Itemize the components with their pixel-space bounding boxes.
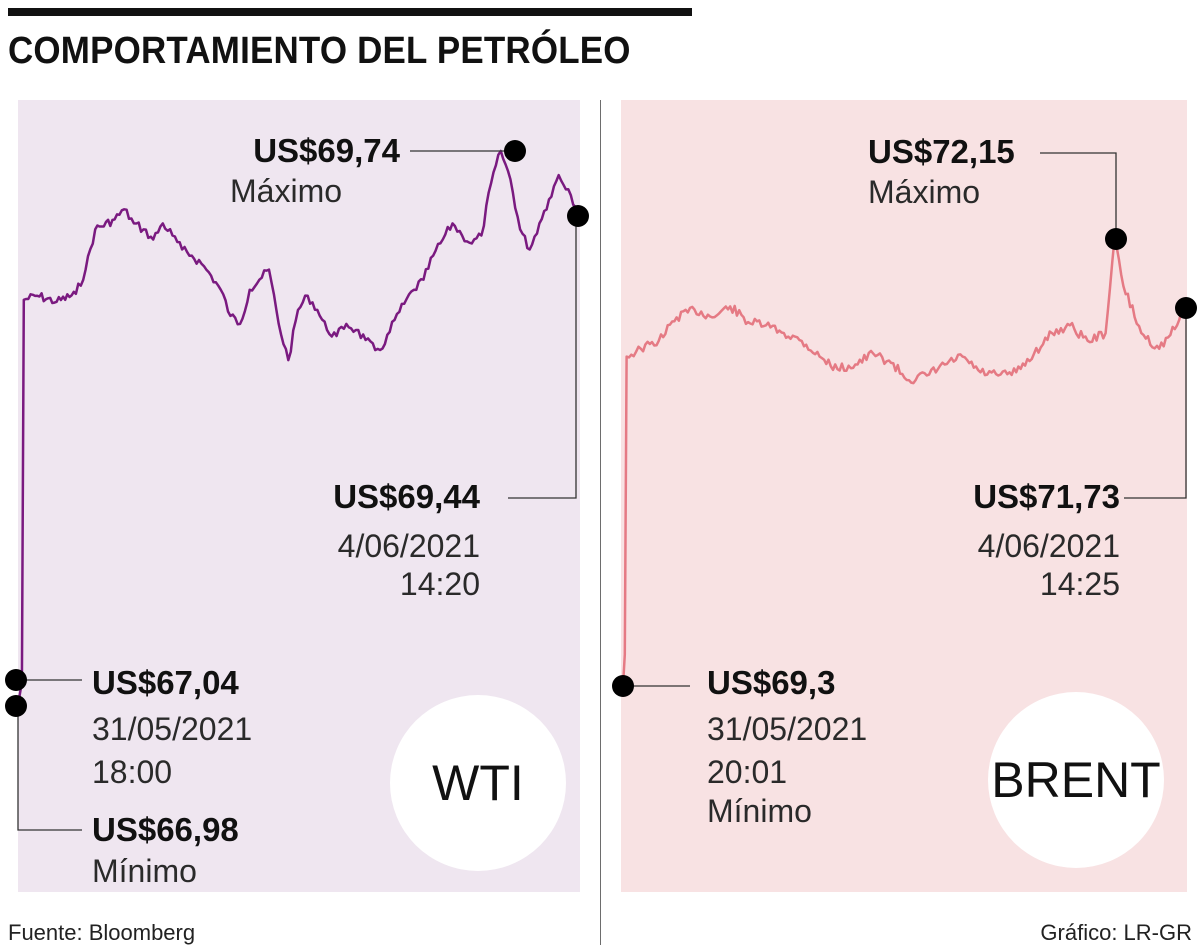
brent-first-date: 31/05/2021: [707, 711, 868, 747]
brent-max-marker: [1105, 228, 1127, 250]
brent-badge-label: BRENT: [991, 752, 1160, 808]
wti-min-value: US$66,98: [92, 811, 239, 848]
wti-panel: WTI: [5, 100, 589, 892]
brent-panel: BRENT: [612, 100, 1197, 892]
wti-badge-label: WTI: [432, 755, 524, 811]
wti-first-time: 18:00: [92, 754, 173, 790]
wti-badge: [390, 695, 566, 871]
panel-divider: [600, 100, 601, 945]
brent-min-label: Mínimo: [707, 793, 812, 829]
wti-last-marker: [567, 205, 589, 227]
brent-max-leader: [1040, 152, 1117, 239]
brent-first-marker: [612, 675, 634, 697]
wti-series-line: [16, 149, 580, 707]
brent-badge: [988, 692, 1164, 868]
wti-min-leader: [17, 706, 82, 831]
brent-last-time: 14:25: [1039, 566, 1120, 602]
wti-first-marker: [5, 669, 27, 691]
wti-max-marker: [504, 140, 526, 162]
header-rule: [8, 8, 692, 16]
brent-last-value: US$71,73: [973, 478, 1120, 515]
wti-max-label: Máximo: [230, 173, 343, 209]
brent-last-leader: [1124, 308, 1187, 499]
wti-first-value: US$67,04: [92, 664, 239, 701]
wti-first-date: 31/05/2021: [92, 711, 253, 747]
brent-last-date: 4/06/2021: [977, 528, 1120, 564]
brent-max-label: Máximo: [868, 174, 981, 210]
brent-max-value: US$72,15: [868, 133, 1015, 170]
wti-min-marker: [5, 695, 27, 717]
page-title: COMPORTAMIENTO DEL PETRÓLEO: [8, 30, 631, 72]
wti-min-label: Mínimo: [92, 853, 197, 889]
wti-max-value: US$69,74: [253, 132, 400, 169]
brent-series-line: [621, 237, 1188, 687]
brent-last-marker: [1175, 297, 1197, 319]
wti-last-date: 4/06/2021: [337, 528, 480, 564]
wti-last-value: US$69,44: [333, 478, 480, 515]
brent-first-value: US$69,3: [707, 664, 836, 701]
brent-first-time: 20:01: [707, 754, 788, 790]
wti-last-leader: [508, 216, 577, 499]
wti-last-time: 14:20: [399, 566, 480, 602]
credit-note: Gráfico: LR-GR: [1040, 920, 1192, 945]
source-note: Fuente: Bloomberg: [8, 920, 196, 945]
